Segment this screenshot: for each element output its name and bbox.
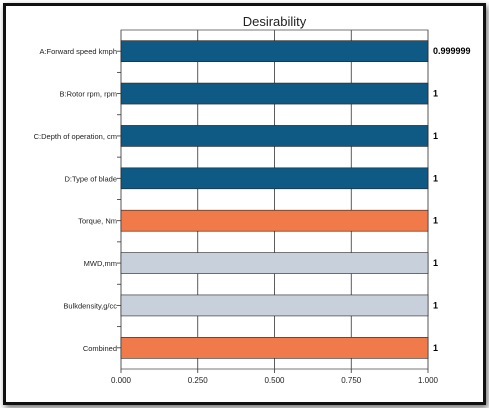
- value-label: 1: [433, 258, 438, 268]
- desirability-chart: Desirability A:Forward speed kmph B:Rotor…: [34, 14, 471, 385]
- value-label: 1: [433, 300, 438, 310]
- x-axis: 0.000 0.250 0.500 0.750 1.000: [111, 369, 439, 385]
- category-label: MWD,mm: [84, 259, 117, 268]
- x-tick-label: 0.250: [188, 376, 209, 385]
- value-labels: 0.999999 1 1 1 1 1 1 1: [433, 46, 471, 353]
- bar: [120, 209, 429, 232]
- category-label: Combined: [83, 344, 117, 353]
- value-label: 0.999999: [433, 46, 471, 56]
- bar: [120, 125, 429, 147]
- category-label: D:Type of blade: [64, 174, 117, 183]
- bar: [120, 82, 429, 105]
- chart-title: Desirability: [243, 14, 307, 29]
- value-label: 1: [433, 89, 438, 99]
- x-tick-label: 1.000: [418, 376, 439, 385]
- grid-lines: [120, 30, 429, 369]
- bar: [120, 252, 429, 274]
- value-label: 1: [433, 343, 438, 353]
- value-label: 1: [433, 173, 438, 183]
- value-label: 1: [433, 131, 438, 141]
- category-label: Torque, Nm: [78, 217, 117, 226]
- category-labels: A:Forward speed kmph B:Rotor rpm, rpm C:De…: [34, 47, 118, 353]
- chart-frame: Desirability A:Forward speed kmph B:Rotor…: [3, 3, 486, 405]
- value-label: 1: [433, 216, 438, 226]
- x-tick-label: 0.500: [264, 376, 285, 385]
- bar: [120, 337, 429, 359]
- category-label: C:Depth of operation, cm: [34, 132, 117, 141]
- category-label: Bulkdensity,g/cc: [63, 301, 117, 310]
- x-tick-label: 0.000: [111, 376, 132, 385]
- x-tick-label: 0.750: [341, 376, 362, 385]
- bar: [120, 167, 429, 190]
- category-label: A:Forward speed kmph: [39, 47, 117, 56]
- bars: [117, 40, 429, 359]
- category-label: B:Rotor rpm, rpm: [59, 90, 117, 99]
- bar: [120, 294, 429, 317]
- bar: [120, 40, 429, 62]
